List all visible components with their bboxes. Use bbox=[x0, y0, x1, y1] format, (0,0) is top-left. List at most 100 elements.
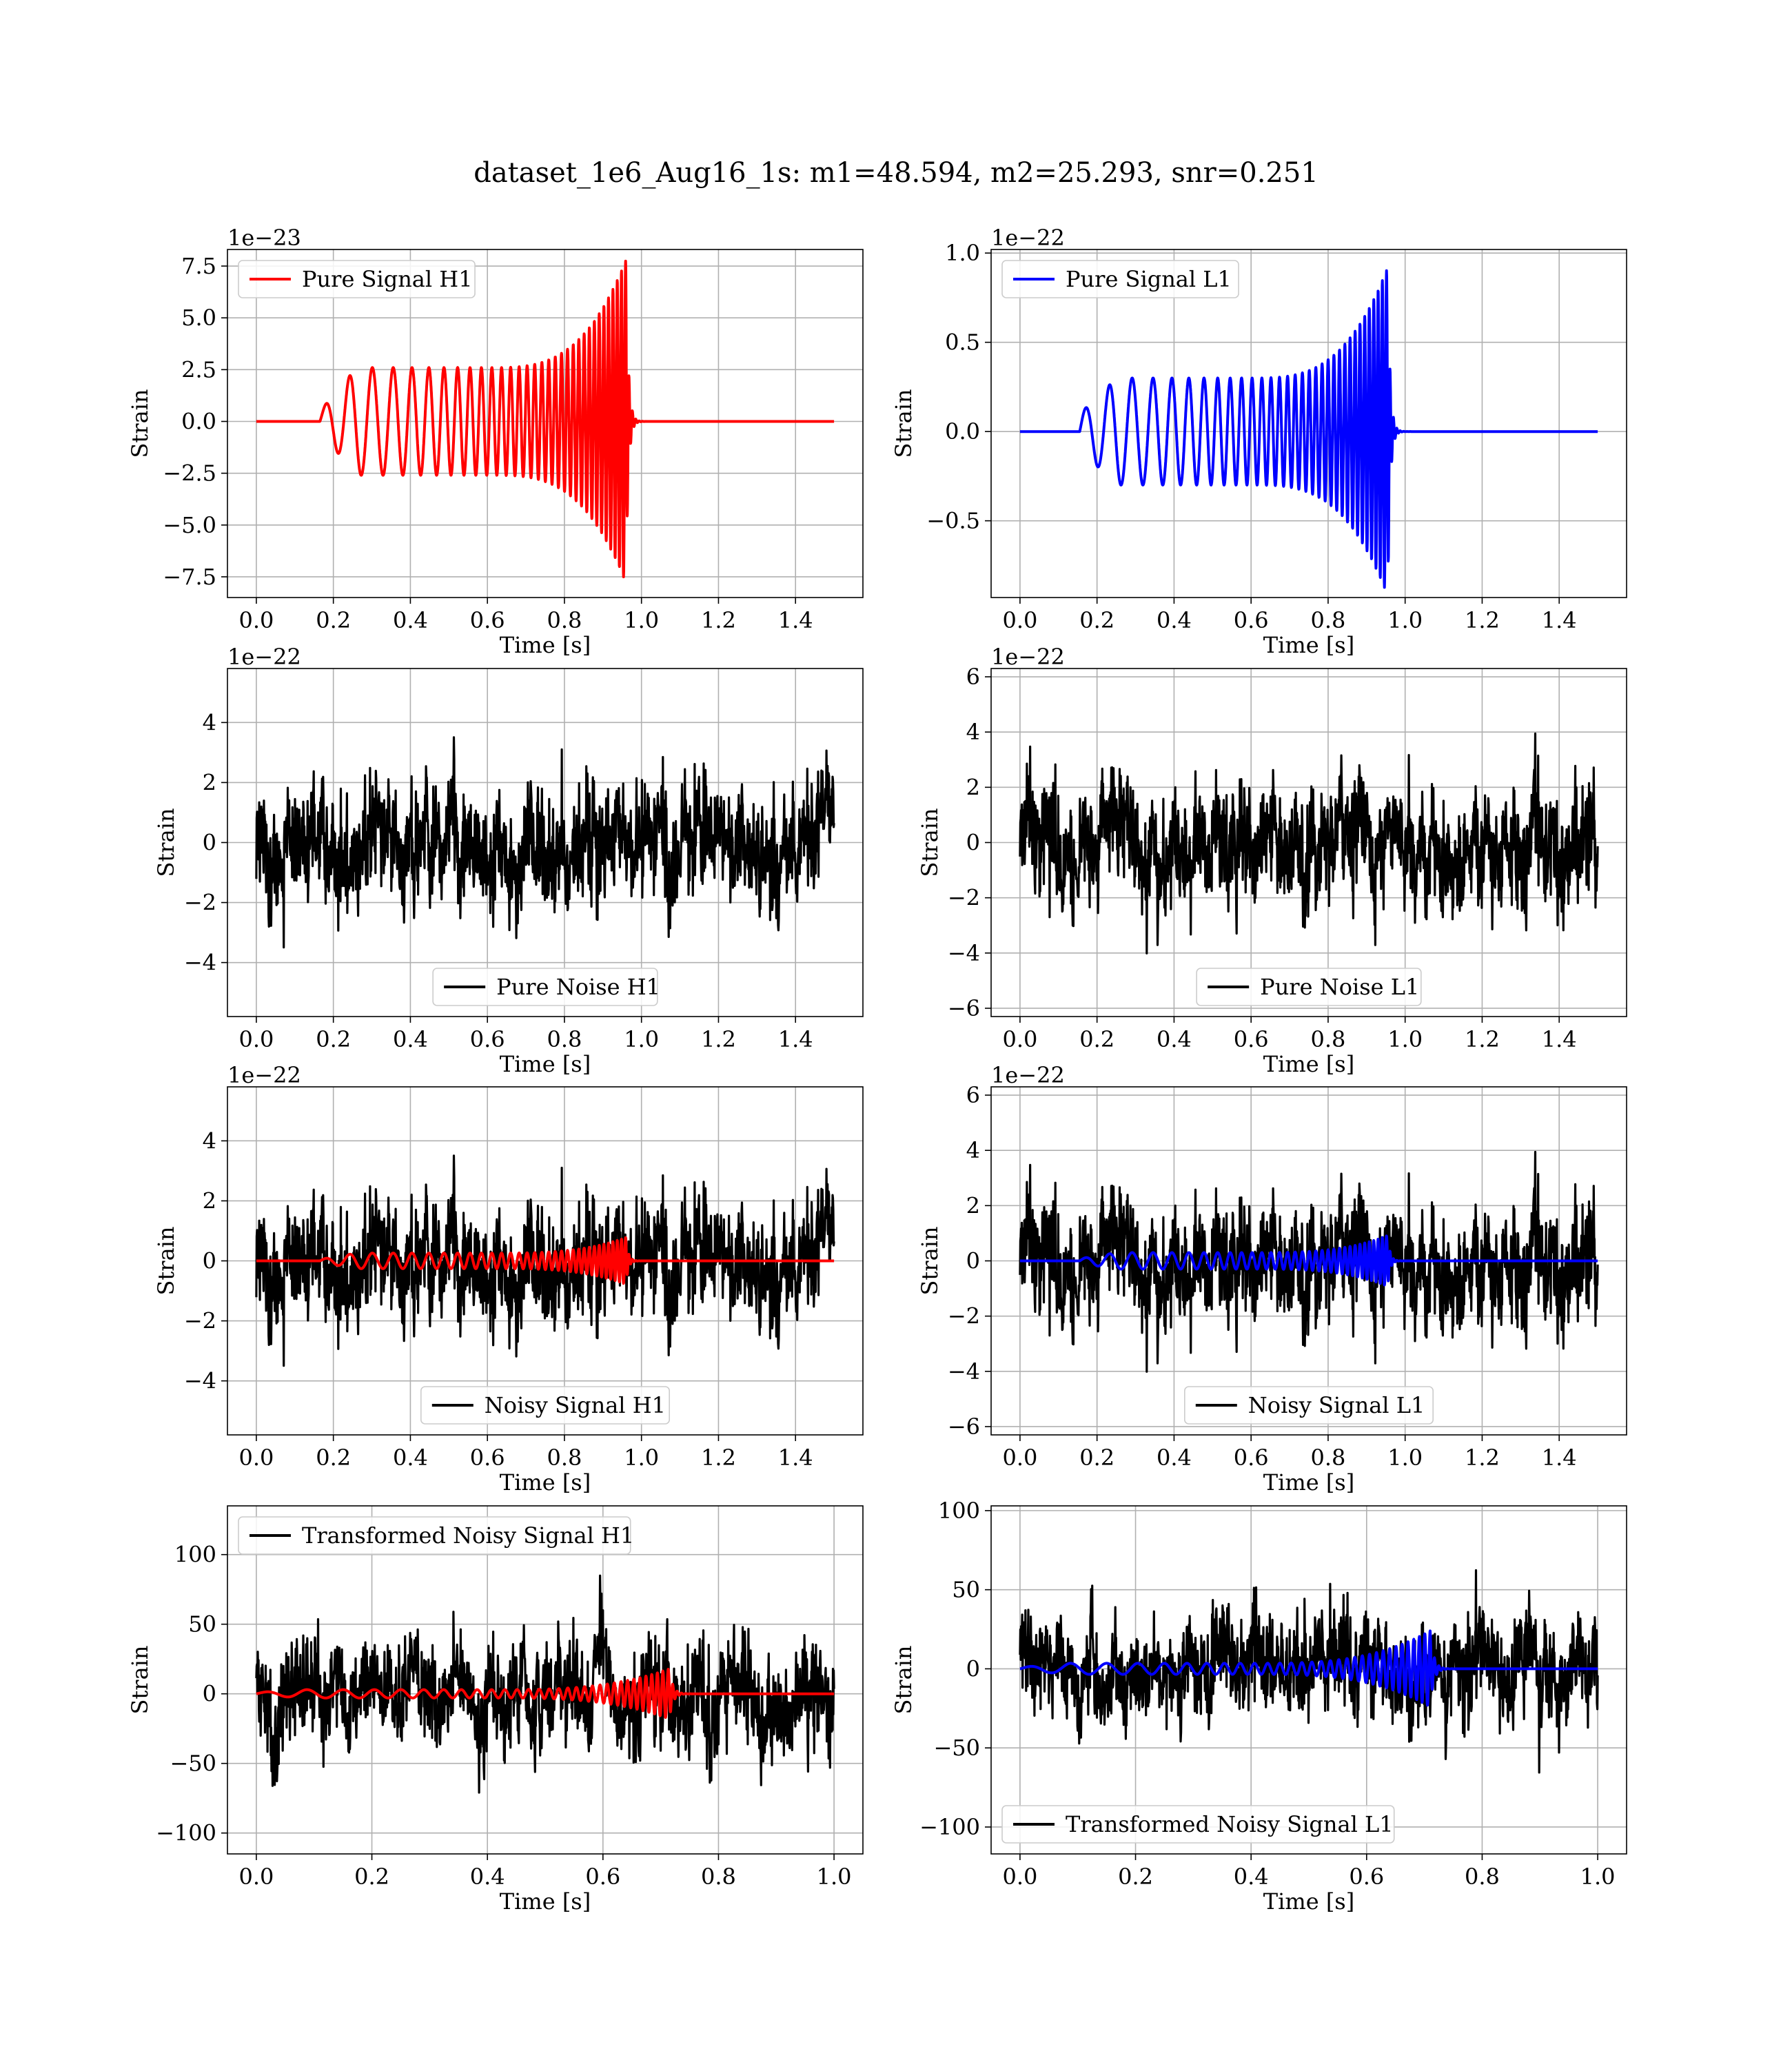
x-tick-label: 0.2 bbox=[1118, 1864, 1153, 1890]
y-tick-label: 4 bbox=[966, 1137, 980, 1163]
x-axis-label: Time [s] bbox=[500, 1888, 591, 1915]
legend-box bbox=[238, 260, 476, 298]
y-tick-label: −0.5 bbox=[926, 508, 980, 534]
y-tick-label: −2 bbox=[184, 1308, 216, 1334]
y-tick-label: 0 bbox=[203, 830, 216, 856]
x-axis-label: Time [s] bbox=[1263, 632, 1354, 658]
x-tick-label: 0.2 bbox=[354, 1864, 389, 1890]
y-tick-label: −4 bbox=[948, 940, 980, 966]
grid bbox=[227, 249, 863, 598]
y-tick-label: 0.5 bbox=[945, 329, 980, 356]
axes-frame bbox=[990, 249, 1627, 598]
x-tick-label: 1.4 bbox=[778, 607, 813, 633]
x-tick-label: 0.4 bbox=[393, 1026, 428, 1052]
y-tick-label: −100 bbox=[919, 1814, 980, 1840]
x-tick-label: 0.0 bbox=[1002, 1445, 1037, 1471]
x-tick-label: 0.4 bbox=[1157, 1026, 1192, 1052]
x-tick-label: 1.0 bbox=[1580, 1864, 1616, 1890]
legend: Pure Signal H1 bbox=[238, 260, 476, 298]
y-axis-label: Strain bbox=[890, 1646, 917, 1715]
x-tick-label: 0.6 bbox=[1234, 1445, 1269, 1471]
legend-box bbox=[1001, 260, 1239, 298]
x-tick-label: 0.6 bbox=[470, 607, 505, 633]
y-tick-label: −4 bbox=[184, 1368, 216, 1394]
x-tick-label: 1.2 bbox=[701, 1445, 736, 1471]
legend-box bbox=[238, 1516, 631, 1555]
x-tick-label: 1.4 bbox=[778, 1445, 813, 1471]
series-line-0 bbox=[1019, 1569, 1599, 1774]
pure-noise-l1-panel: 0.0 0.2 0.4 0.6 0.8 1.0 1.2 1.4 −6 −4 −2 0 2 4 6 Time [… bbox=[917, 644, 1627, 1077]
series-group bbox=[255, 1574, 835, 1794]
figure-title: dataset_1e6_Aug16_1s: m1=48.594, m2=25.2… bbox=[474, 157, 1318, 189]
legend-box bbox=[1196, 968, 1422, 1006]
x-tick-label: 0.0 bbox=[238, 1445, 274, 1471]
series-group bbox=[1019, 1569, 1599, 1774]
legend-label: Noisy Signal H1 bbox=[485, 1392, 666, 1418]
legend-box bbox=[432, 968, 658, 1006]
x-tick-label: 0.2 bbox=[1079, 607, 1114, 633]
y-axis-label: Strain bbox=[890, 389, 917, 458]
y-tick-label: 2 bbox=[203, 1187, 216, 1214]
x-axis-label: Time [s] bbox=[1263, 1469, 1354, 1496]
legend-label: Noisy Signal L1 bbox=[1248, 1392, 1425, 1418]
x-tick-label: 1.0 bbox=[1387, 607, 1423, 633]
offset-text: 1e−23 bbox=[227, 225, 301, 251]
series-line-0 bbox=[1019, 732, 1599, 955]
y-tick-label: 100 bbox=[174, 1542, 216, 1568]
y-tick-label: 2 bbox=[966, 1192, 980, 1218]
y-tick-label: 0 bbox=[203, 1681, 216, 1707]
series-line-1 bbox=[1019, 1234, 1599, 1287]
y-tick-label: 6 bbox=[966, 1082, 980, 1108]
series-line-0 bbox=[1019, 269, 1599, 589]
legend: Pure Noise L1 bbox=[1196, 968, 1422, 1006]
x-tick-label: 0.2 bbox=[316, 1026, 351, 1052]
y-tick-label: −6 bbox=[948, 1414, 980, 1440]
x-tick-label: 1.4 bbox=[1542, 1026, 1577, 1052]
legend-box bbox=[1001, 1805, 1395, 1844]
transformed-noisy-signal-l1-panel: 0.0 0.2 0.4 0.6 0.8 1.0 −100 −50 0 50 100 Time [s] S… bbox=[890, 1498, 1627, 1915]
series-group bbox=[1019, 732, 1599, 955]
x-tick-label: 0.6 bbox=[585, 1864, 620, 1890]
x-tick-label: 1.0 bbox=[1387, 1445, 1423, 1471]
pure-noise-h1-panel: 0.0 0.2 0.4 0.6 0.8 1.0 1.2 1.4 −4 −2 0 2 4 Time [s] S… bbox=[153, 644, 864, 1077]
x-tick-label: 1.0 bbox=[624, 607, 659, 633]
legend-label: Pure Signal H1 bbox=[302, 266, 473, 292]
y-tick-label: 100 bbox=[938, 1498, 980, 1524]
y-tick-label: 6 bbox=[966, 664, 980, 690]
x-tick-label: 1.2 bbox=[1465, 1026, 1500, 1052]
grid bbox=[991, 249, 1627, 598]
x-tick-label: 0.0 bbox=[1002, 1026, 1037, 1052]
x-tick-label: 0.8 bbox=[1310, 607, 1345, 633]
series-group bbox=[255, 736, 835, 949]
x-tick-label: 0.4 bbox=[1157, 1445, 1192, 1471]
axes-frame bbox=[227, 1505, 864, 1855]
x-axis-label: Time [s] bbox=[500, 1469, 591, 1496]
y-tick-label: −5.0 bbox=[163, 512, 216, 538]
noisy-signal-l1-panel: 0.0 0.2 0.4 0.6 0.8 1.0 1.2 1.4 −6 −4 −2 0 2 4 6 Time [… bbox=[917, 1062, 1627, 1496]
x-tick-label: 0.0 bbox=[1002, 1864, 1037, 1890]
x-tick-label: 1.0 bbox=[624, 1026, 659, 1052]
legend: Pure Noise H1 bbox=[432, 968, 660, 1006]
x-tick-label: 0.0 bbox=[238, 1026, 274, 1052]
legend-label: Pure Noise L1 bbox=[1260, 974, 1419, 1000]
legend-label: Transformed Noisy Signal L1 bbox=[1066, 1811, 1394, 1837]
legend-label: Pure Signal L1 bbox=[1066, 266, 1232, 292]
y-tick-label: 2.5 bbox=[181, 356, 216, 382]
x-axis-label: Time [s] bbox=[1263, 1051, 1354, 1077]
y-tick-label: 4 bbox=[203, 1128, 216, 1154]
x-tick-label: 1.0 bbox=[1387, 1026, 1423, 1052]
offset-text: 1e−22 bbox=[991, 1062, 1065, 1088]
x-tick-label: 1.2 bbox=[1465, 1445, 1500, 1471]
x-tick-label: 0.8 bbox=[1310, 1445, 1345, 1471]
pure-signal-l1-panel: 0.0 0.2 0.4 0.6 0.8 1.0 1.2 1.4 −0.5 0.0 0.5 1.0 Tim… bbox=[890, 225, 1627, 658]
x-tick-label: 1.0 bbox=[817, 1864, 852, 1890]
y-tick-label: 7.5 bbox=[181, 253, 216, 279]
legend-box bbox=[420, 1386, 670, 1425]
x-tick-label: 0.0 bbox=[1002, 607, 1037, 633]
x-tick-label: 1.2 bbox=[1465, 607, 1500, 633]
series-line-0 bbox=[255, 1574, 835, 1794]
y-tick-label: 0 bbox=[966, 1248, 980, 1274]
series-line-0 bbox=[256, 259, 835, 578]
y-tick-label: 4 bbox=[203, 709, 216, 735]
